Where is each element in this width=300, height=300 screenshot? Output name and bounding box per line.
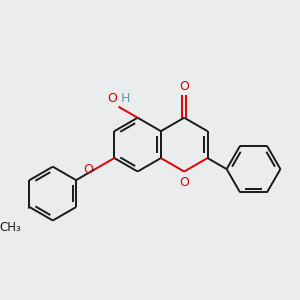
Text: O: O bbox=[179, 80, 189, 93]
Text: O: O bbox=[107, 92, 117, 104]
Text: H: H bbox=[121, 92, 130, 104]
Text: CH₃: CH₃ bbox=[0, 221, 21, 234]
Text: O: O bbox=[179, 176, 189, 189]
Text: O: O bbox=[84, 163, 94, 176]
